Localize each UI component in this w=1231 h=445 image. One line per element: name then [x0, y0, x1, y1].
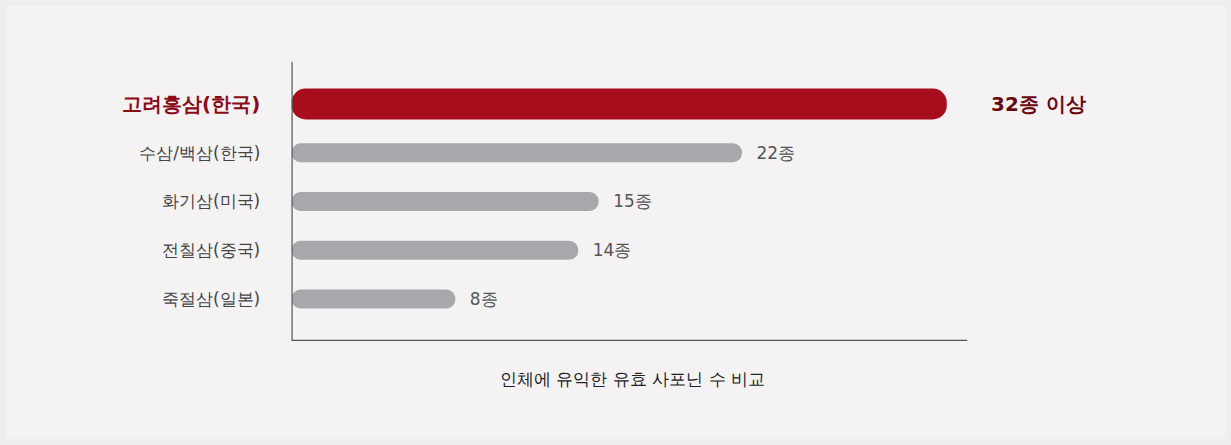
svg-text:22종: 22종 — [756, 143, 795, 163]
svg-text:수삼/백삼(한국): 수삼/백삼(한국) — [139, 143, 260, 163]
svg-text:죽절삼(일본): 죽절삼(일본) — [162, 289, 260, 309]
svg-text:화기삼(미국): 화기삼(미국) — [162, 191, 260, 211]
html-text:인체에 유익한 유효 사포닌 수 비교: 인체에 유익한 유효 사포닌 수 비교 — [500, 369, 765, 389]
svg-text:14종: 14종 — [593, 240, 632, 260]
svg-text:고려홍삼(한국): 고려홍삼(한국) — [122, 93, 260, 116]
svg-text:8종: 8종 — [470, 289, 498, 309]
svg-text:전칠삼(중국): 전칠삼(중국) — [162, 240, 260, 260]
svg-text:15종: 15종 — [613, 191, 652, 211]
svg-text:32종 이상: 32종 이상 — [991, 93, 1086, 116]
